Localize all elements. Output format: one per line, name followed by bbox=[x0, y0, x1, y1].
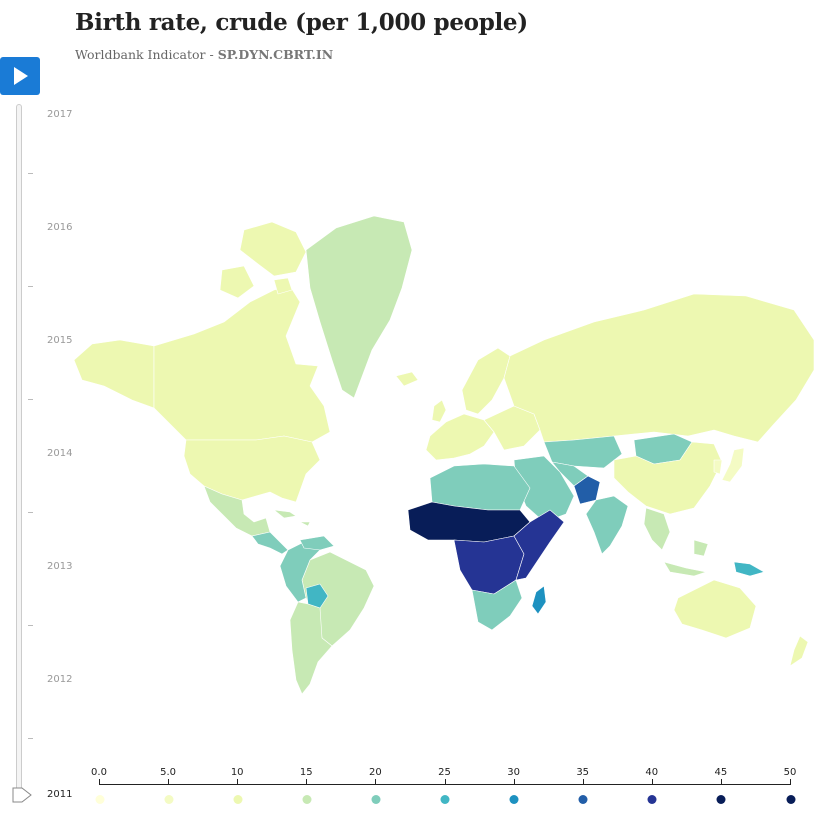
legend-label: 10 bbox=[230, 767, 244, 778]
legend-swatch bbox=[371, 795, 381, 804]
year-label: 2013 bbox=[47, 561, 73, 572]
region-canada-islands[interactable] bbox=[219, 221, 307, 299]
legend-label: 35 bbox=[576, 767, 590, 778]
region-canada[interactable] bbox=[153, 285, 331, 443]
legend-tick bbox=[444, 779, 446, 785]
legend-label: 40 bbox=[645, 767, 659, 778]
region-india[interactable] bbox=[585, 495, 629, 555]
region-north-africa[interactable] bbox=[429, 463, 531, 511]
indicator-code: SP.DYN.CBRT.IN bbox=[217, 47, 334, 62]
world-map bbox=[74, 215, 814, 695]
legend-tick bbox=[513, 779, 515, 785]
legend-swatch bbox=[440, 795, 450, 804]
year-label: 2016 bbox=[47, 222, 73, 233]
year-minor-tick bbox=[28, 512, 33, 513]
region-east-africa[interactable] bbox=[513, 509, 565, 581]
legend-swatch bbox=[716, 795, 726, 804]
region-papua-new-guinea[interactable] bbox=[733, 561, 765, 577]
play-icon bbox=[14, 67, 28, 85]
legend-tick bbox=[651, 779, 653, 785]
year-minor-tick bbox=[28, 738, 33, 739]
region-russia[interactable] bbox=[503, 293, 814, 443]
legend-swatch bbox=[302, 795, 312, 804]
legend-swatch bbox=[786, 795, 795, 804]
legend-tick bbox=[99, 779, 100, 785]
legend-label: 15 bbox=[299, 767, 313, 778]
legend-label: 45 bbox=[714, 767, 728, 778]
region-southern-africa[interactable] bbox=[471, 579, 523, 631]
legend-swatch bbox=[578, 795, 588, 804]
region-caribbean[interactable] bbox=[273, 509, 311, 527]
legend-label: 50 bbox=[783, 767, 797, 778]
legend-tick bbox=[237, 779, 239, 785]
region-greenland[interactable] bbox=[305, 215, 413, 399]
legend-tick bbox=[582, 779, 584, 785]
legend-tick bbox=[790, 779, 791, 785]
subtitle-prefix: Worldbank Indicator - bbox=[75, 47, 218, 62]
legend-swatch bbox=[95, 795, 104, 804]
legend-swatch bbox=[647, 795, 657, 804]
page-title: Birth rate, crude (per 1,000 people) bbox=[75, 9, 528, 36]
current-year-label: 2011 bbox=[47, 789, 73, 800]
region-bolivia[interactable] bbox=[305, 583, 329, 609]
year-label: 2017 bbox=[47, 109, 73, 120]
region-scandinavia[interactable] bbox=[461, 347, 511, 415]
region-southeast-asia[interactable] bbox=[643, 507, 709, 577]
legend-tick bbox=[168, 779, 170, 785]
year-label: 2014 bbox=[47, 448, 73, 459]
slider-handle-icon bbox=[12, 787, 32, 803]
region-western-europe[interactable] bbox=[425, 413, 495, 461]
region-iceland[interactable] bbox=[395, 371, 419, 387]
page-subtitle: Worldbank Indicator - SP.DYN.CBRT.IN bbox=[75, 47, 333, 62]
play-button[interactable] bbox=[0, 57, 40, 95]
region-central-america[interactable] bbox=[251, 531, 289, 555]
region-afghanistan[interactable] bbox=[573, 475, 601, 505]
legend-tick bbox=[375, 779, 377, 785]
year-label: 2012 bbox=[47, 674, 73, 685]
year-minor-tick bbox=[28, 286, 33, 287]
region-venezuela[interactable] bbox=[299, 535, 335, 551]
legend-label: 20 bbox=[369, 767, 382, 778]
legend-swatch bbox=[509, 795, 519, 804]
legend-label: 25 bbox=[438, 767, 451, 778]
region-australia[interactable] bbox=[673, 579, 757, 639]
legend-tick bbox=[306, 779, 308, 785]
region-uk[interactable] bbox=[431, 399, 447, 423]
legend-tick bbox=[720, 779, 722, 785]
year-slider-track[interactable] bbox=[16, 104, 22, 796]
region-argentina[interactable] bbox=[289, 601, 333, 695]
legend-label: 5.0 bbox=[160, 767, 177, 778]
legend-swatch bbox=[233, 795, 243, 804]
legend-swatch bbox=[164, 795, 174, 804]
legend-label: 30 bbox=[507, 767, 520, 778]
region-korea[interactable] bbox=[713, 459, 723, 475]
year-label: 2015 bbox=[47, 335, 73, 346]
region-alaska[interactable] bbox=[74, 339, 155, 409]
legend-label: 0.0 bbox=[91, 767, 107, 778]
region-japan[interactable] bbox=[721, 447, 745, 483]
year-minor-tick bbox=[28, 173, 33, 174]
year-minor-tick bbox=[28, 399, 33, 400]
year-slider-handle[interactable] bbox=[12, 787, 34, 807]
region-united-states[interactable] bbox=[183, 435, 321, 503]
region-madagascar[interactable] bbox=[531, 585, 547, 615]
region-china[interactable] bbox=[613, 441, 723, 515]
year-minor-tick bbox=[28, 625, 33, 626]
region-new-zealand[interactable] bbox=[789, 635, 809, 667]
region-mexico[interactable] bbox=[203, 485, 271, 537]
